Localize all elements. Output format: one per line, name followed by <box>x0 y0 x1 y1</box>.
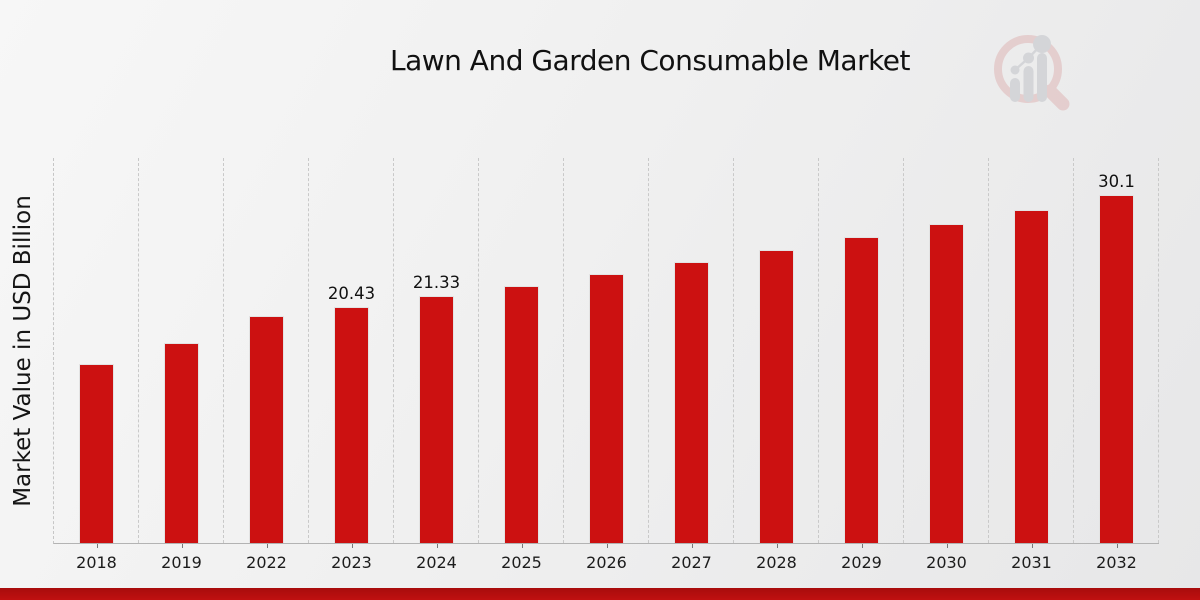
x-axis-tick <box>97 544 98 548</box>
x-axis-label-2029: 2029 <box>841 553 882 572</box>
bar-2024 <box>419 296 454 543</box>
gridline <box>223 158 224 543</box>
bar-value-label-2024: 21.33 <box>412 273 461 292</box>
chart-title: Lawn And Garden Consumable Market <box>389 44 911 77</box>
x-axis-tick <box>182 544 183 548</box>
x-axis-tick <box>1117 544 1118 548</box>
gridline <box>903 158 904 543</box>
gridline <box>478 158 479 543</box>
x-axis-label-2028: 2028 <box>756 553 797 572</box>
bar-2028 <box>759 250 794 543</box>
x-axis-label-2023: 2023 <box>331 553 372 572</box>
magnifier-bar-chart-logo-icon <box>994 35 1070 111</box>
gridline <box>393 158 394 543</box>
gridline <box>733 158 734 543</box>
gridline <box>563 158 564 543</box>
x-axis-label-2025: 2025 <box>501 553 542 572</box>
gridline <box>1073 158 1074 543</box>
bar-2023 <box>334 307 369 543</box>
bar-2022 <box>249 316 284 543</box>
x-axis-label-2019: 2019 <box>161 553 202 572</box>
bar-2019 <box>164 343 199 543</box>
x-axis-label-2018: 2018 <box>76 553 117 572</box>
bar-2027 <box>674 262 709 543</box>
x-axis-label-2027: 2027 <box>671 553 712 572</box>
gridline <box>818 158 819 543</box>
gridline <box>138 158 139 543</box>
x-axis-label-2024: 2024 <box>416 553 457 572</box>
x-axis-tick <box>267 544 268 548</box>
bar-value-label-2023: 20.43 <box>327 284 376 303</box>
x-axis-tick <box>692 544 693 548</box>
x-axis-tick <box>862 544 863 548</box>
gridline <box>988 158 989 543</box>
gridline <box>1158 158 1159 543</box>
bar-2029 <box>844 237 879 543</box>
bar-2026 <box>589 274 624 543</box>
x-axis-label-2031: 2031 <box>1011 553 1052 572</box>
bar-value-label-2032: 30.1 <box>1098 172 1135 191</box>
x-axis-tick <box>437 544 438 548</box>
x-axis-tick <box>1032 544 1033 548</box>
bar-2018 <box>79 364 114 543</box>
footer-stripe <box>0 588 1200 600</box>
x-axis-tick <box>777 544 778 548</box>
x-axis-label-2022: 2022 <box>246 553 287 572</box>
bar-2025 <box>504 286 539 543</box>
bar-2030 <box>929 224 964 543</box>
x-axis-label-2030: 2030 <box>926 553 967 572</box>
gridline <box>308 158 309 543</box>
x-axis-label-2032: 2032 <box>1096 553 1137 572</box>
bar-2031 <box>1014 210 1049 543</box>
x-axis-label-2026: 2026 <box>586 553 627 572</box>
x-axis-tick <box>522 544 523 548</box>
x-axis-tick <box>947 544 948 548</box>
gridline <box>648 158 649 543</box>
x-axis-tick <box>607 544 608 548</box>
y-axis-title: Market Value in USD Billion <box>10 195 36 507</box>
bar-2032 <box>1099 195 1134 543</box>
x-axis-tick <box>352 544 353 548</box>
plot-area: 2018 2019 2022 20.43 2023 21.33 2024 2025 2026 20… <box>53 158 1159 572</box>
